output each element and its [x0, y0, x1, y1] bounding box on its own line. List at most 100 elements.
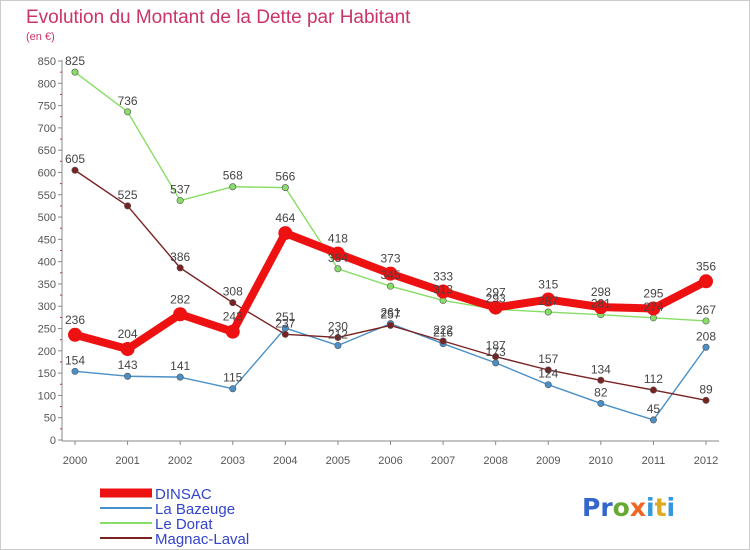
x-tick-label: 2007: [431, 455, 455, 467]
x-tick-label: 2012: [694, 455, 718, 467]
y-tick-label: 100: [38, 390, 56, 402]
data-point-la-bazeuge: [544, 381, 552, 389]
data-label-magnac-laval: 222: [433, 323, 453, 337]
data-point-magnac-laval: [649, 386, 657, 394]
data-label-magnac-laval: 605: [65, 152, 85, 166]
data-labels: 154 143 141 115 251 212 261 216 173 124 82 45 208 825…: [65, 54, 716, 416]
logo-letter: i: [667, 493, 676, 522]
data-label-le-dorat: 566: [275, 170, 295, 184]
x-tick-label: 2002: [168, 455, 192, 467]
data-point-dinsac: [488, 300, 503, 315]
data-point-dinsac: [278, 226, 293, 241]
legend-label: Le Dorat: [155, 516, 213, 533]
y-tick-label: 150: [38, 368, 56, 380]
data-point-la-bazeuge: [334, 341, 342, 349]
series-lines: [68, 68, 713, 424]
data-label-la-bazeuge: 216: [433, 326, 453, 340]
data-point-le-dorat: [702, 317, 710, 325]
data-point-la-bazeuge: [492, 359, 500, 367]
y-tick-label: 400: [38, 257, 56, 269]
axes: 0 50 100 150 200 250 300 350 400 450 500 550 600 650 7…: [38, 56, 719, 467]
logo-letter: r: [600, 493, 613, 522]
x-tick-label: 2011: [642, 455, 666, 467]
data-label-dinsac: 418: [328, 232, 348, 246]
data-point-dinsac: [120, 342, 135, 357]
y-tick-label: 450: [38, 234, 56, 246]
y-tick-label: 0: [50, 435, 56, 447]
data-label-magnac-laval: 525: [118, 188, 138, 202]
data-label-la-bazeuge: 173: [486, 345, 506, 359]
data-point-le-dorat: [386, 282, 394, 290]
y-tick-label: 250: [38, 324, 56, 336]
data-point-la-bazeuge: [176, 373, 184, 381]
data-label-le-dorat: 293: [486, 291, 506, 305]
data-label-magnac-laval: 112: [644, 372, 663, 386]
y-tick-label: 200: [38, 346, 56, 358]
x-tick-label: 2008: [483, 455, 507, 467]
y-tick-label: 300: [38, 301, 56, 313]
y-tick-label: 700: [38, 123, 56, 135]
data-label-dinsac: 298: [591, 285, 611, 299]
data-label-le-dorat: 274: [643, 300, 663, 314]
data-label-la-bazeuge: 212: [328, 327, 348, 341]
data-point-dinsac: [383, 266, 398, 281]
data-label-dinsac: 204: [118, 327, 138, 341]
data-point-la-bazeuge: [597, 399, 605, 407]
data-point-magnac-laval: [386, 321, 394, 329]
y-tick-label: 850: [38, 56, 56, 68]
x-tick-label: 2005: [326, 455, 350, 467]
data-label-magnac-laval: 134: [591, 362, 611, 376]
data-label-la-bazeuge: 251: [275, 310, 295, 324]
chart-subtitle: (en €): [26, 31, 55, 43]
data-point-dinsac: [541, 292, 556, 307]
y-tick-label: 750: [38, 101, 56, 113]
x-tick-label: 2004: [273, 455, 297, 467]
data-label-la-bazeuge: 261: [380, 306, 400, 320]
data-label-dinsac: 282: [170, 292, 190, 306]
data-label-le-dorat: 384: [328, 251, 348, 265]
data-point-la-bazeuge: [702, 343, 710, 351]
legend-label: DINSAC: [155, 486, 212, 503]
x-tick-label: 2003: [221, 455, 245, 467]
chart-title: Evolution du Montant de la Dette par Hab…: [26, 7, 411, 28]
data-label-magnac-laval: 89: [699, 382, 713, 396]
y-tick-label: 600: [38, 167, 56, 179]
data-label-la-bazeuge: 143: [118, 358, 138, 372]
data-point-le-dorat: [334, 265, 342, 273]
data-point-magnac-laval: [492, 353, 500, 361]
proxiti-logo: Proxiti: [582, 493, 675, 522]
data-point-dinsac: [330, 246, 345, 261]
data-label-la-bazeuge: 154: [65, 353, 85, 367]
data-point-dinsac: [593, 300, 608, 315]
data-label-le-dorat: 825: [65, 54, 85, 68]
y-tick-label: 500: [38, 212, 56, 224]
data-point-la-bazeuge: [71, 367, 79, 375]
data-point-la-bazeuge: [229, 385, 237, 393]
data-point-le-dorat: [649, 314, 657, 322]
data-label-magnac-laval: 237: [275, 316, 295, 330]
y-tick-label: 650: [38, 145, 56, 157]
data-point-dinsac: [68, 327, 82, 342]
data-label-dinsac: 236: [65, 313, 85, 327]
data-label-la-bazeuge: 45: [647, 402, 661, 416]
data-label-dinsac: 243: [223, 310, 243, 324]
x-tick-label: 2000: [63, 455, 87, 467]
data-label-la-bazeuge: 141: [170, 359, 190, 373]
data-label-dinsac: 295: [643, 286, 663, 300]
data-point-magnac-laval: [71, 166, 79, 174]
logo-text: Proxiti: [582, 493, 675, 522]
data-point-dinsac: [699, 274, 713, 289]
data-point-dinsac: [173, 307, 188, 322]
data-point-le-dorat: [71, 68, 79, 76]
data-label-magnac-laval: 257: [380, 307, 400, 321]
data-point-dinsac: [225, 324, 240, 339]
data-label-la-bazeuge: 82: [594, 385, 608, 399]
data-point-la-bazeuge: [124, 372, 132, 380]
logo-letter: i: [646, 493, 655, 522]
data-point-magnac-laval: [597, 376, 605, 384]
legend-label: La Bazeuge: [155, 501, 235, 518]
logo-letter: P: [582, 493, 600, 522]
data-label-le-dorat: 537: [170, 183, 190, 197]
